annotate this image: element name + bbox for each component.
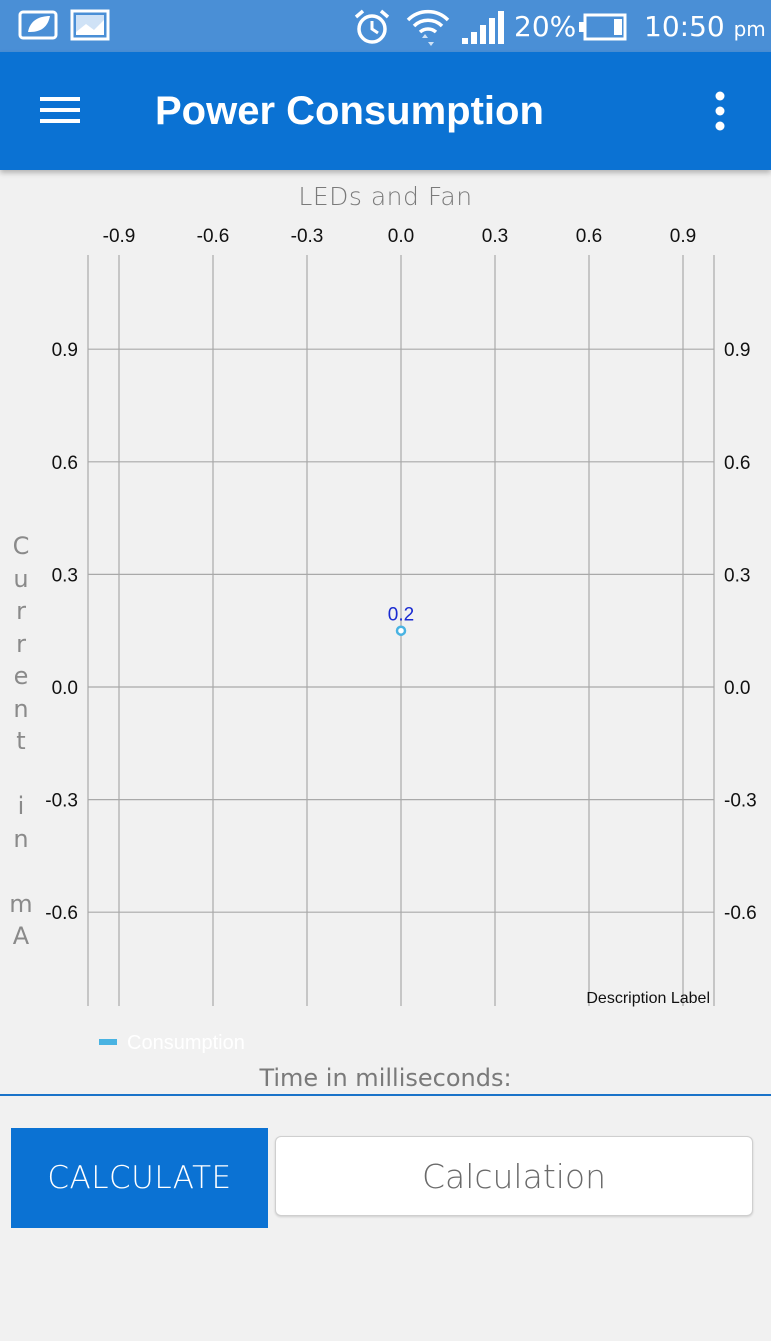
y-tick-label-left: 0.3 [52, 565, 78, 586]
y-axis-label-char: A [12, 922, 30, 950]
time-value: 10:50 [644, 10, 725, 43]
y-tick-label-right: 0.9 [724, 340, 750, 361]
y-axis-label-char: C [12, 532, 30, 560]
divider [0, 1094, 771, 1096]
y-tick-label-right: 0.0 [724, 678, 750, 699]
chart-canvas: -0.9 -0.6 -0.3 0.0 0.3 0.6 0.9 0.9 0.9 0.6 0.6 0.3 0… [45, 226, 757, 1007]
y-axis-label-char: m [9, 889, 33, 918]
app-bar: Power Consumption [0, 52, 771, 170]
y-axis-label-char: n [13, 824, 29, 853]
calculation-field[interactable] [275, 1136, 753, 1216]
y-tick-label-right: -0.3 [724, 791, 757, 812]
time-ampm: pm [733, 17, 766, 41]
calculate-button[interactable]: CALCULATE [11, 1128, 268, 1228]
signal-icon [460, 8, 506, 50]
hamburger-menu-icon[interactable] [30, 86, 88, 136]
chart-legend: Consumption [99, 1030, 245, 1056]
y-tick-label-left: -0.3 [45, 791, 78, 812]
x-tick-label: -0.6 [197, 226, 230, 247]
y-axis-label-char: t [16, 727, 26, 755]
battery-icon [578, 12, 628, 46]
x-tick-label: 0.9 [670, 226, 696, 247]
x-tick-label: 0.0 [388, 226, 414, 247]
y-tick-label-right: -0.6 [724, 903, 757, 924]
legend-swatch [99, 1038, 117, 1045]
y-axis-label-char: u [13, 564, 29, 593]
legend-label: Consumption [127, 1032, 245, 1054]
x-tick-label: 0.6 [576, 226, 602, 247]
y-axis-label-char: r [16, 629, 26, 658]
y-tick-label-right: 0.6 [724, 453, 750, 474]
x-tick-label: -0.3 [291, 226, 324, 247]
data-point [395, 625, 407, 636]
y-tick-label-left: 0.6 [52, 453, 78, 474]
alarm-icon [352, 8, 392, 50]
y-axis-label-char: e [13, 662, 29, 690]
y-tick-label-left: 0.9 [52, 340, 78, 361]
y-axis-label-char: r [16, 597, 26, 625]
y-axis-label-char [6, 855, 36, 888]
y-tick-label-left: 0.0 [52, 678, 78, 699]
wifi-icon [404, 8, 452, 52]
y-axis-label-char [6, 758, 36, 791]
description-label: Description Label [586, 990, 710, 1007]
x-tick-label: -0.9 [103, 226, 136, 247]
y-tick-label-left: -0.6 [45, 903, 78, 924]
x-tick-label: 0.3 [482, 226, 508, 247]
status-bar: 20% 10:50 pm [0, 0, 771, 52]
status-time: 10:50 pm [644, 9, 766, 47]
power-chart[interactable]: -0.9 -0.6 -0.3 0.0 0.3 0.6 0.9 0.9 0.9 0.6 0.6 0.3 0… [0, 170, 771, 1100]
leaf-notification-icon [18, 8, 60, 46]
battery-percent: 20% [514, 10, 577, 43]
page-title: Power Consumption [155, 89, 544, 133]
more-vert-icon[interactable] [700, 86, 740, 136]
image-notification-icon [70, 8, 110, 46]
chart-title: LEDs and Fan [298, 182, 473, 211]
x-axis-label: Time in milliseconds: [259, 1064, 512, 1092]
calculation-input[interactable] [276, 1155, 752, 1197]
y-axis-label-char: i [17, 792, 25, 820]
y-axis-label-char: n [13, 694, 29, 723]
y-tick-label-right: 0.3 [724, 565, 750, 586]
data-point-label: 0.2 [388, 605, 414, 626]
